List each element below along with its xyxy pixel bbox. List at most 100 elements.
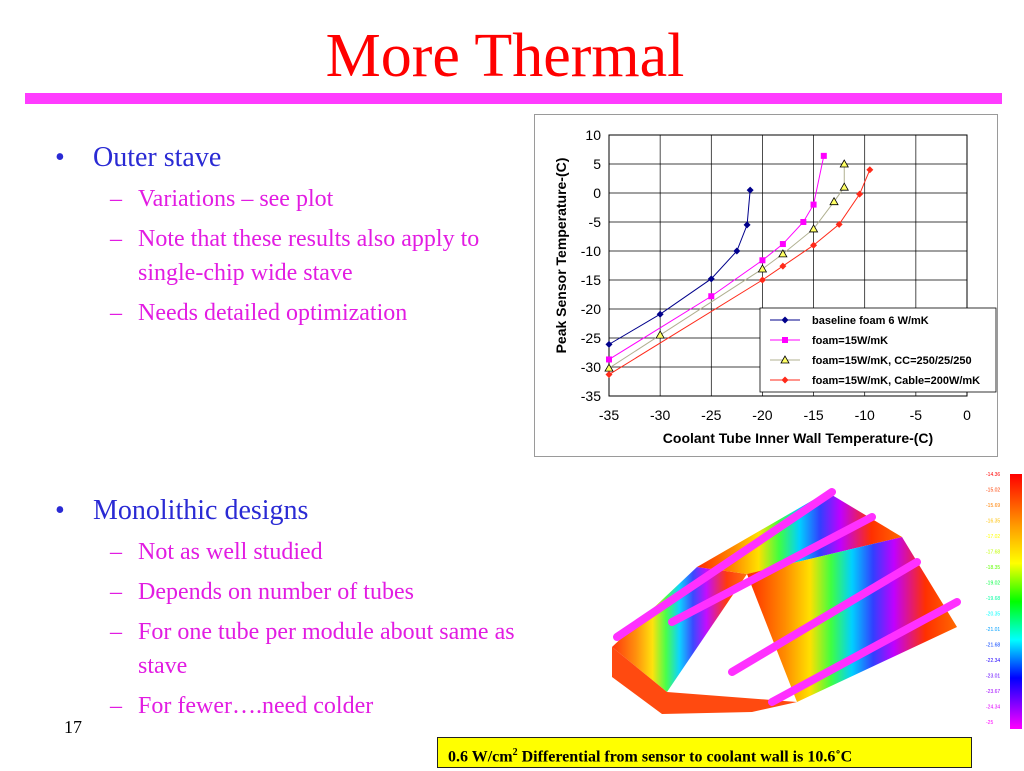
sub-bullet-optimization: – Needs detailed optimization (55, 296, 525, 330)
x-tick-label: -25 (701, 407, 721, 423)
colorbar-tick-label: -21.68 (986, 643, 1000, 649)
data-point-0 (743, 221, 751, 229)
slide-title: More Thermal (325, 22, 685, 90)
bullet-outer-stave: • Outer stave (55, 140, 525, 176)
x-tick-label: -5 (910, 407, 923, 423)
bullet-monolithic: • Monolithic designs (55, 493, 525, 529)
colorbar-tick-label: -19.02 (986, 581, 1000, 587)
legend-entry: baseline foam 6 W/mK (812, 315, 929, 327)
x-tick-label: -15 (803, 407, 823, 423)
slide-number: 17 (64, 717, 82, 737)
sub-bullet-fewer: – For fewer….need colder (55, 689, 525, 723)
thermal-colorbar (1010, 474, 1022, 729)
data-point-1 (708, 293, 715, 300)
bullet-text: Monolithic designs (93, 495, 309, 526)
data-point-3 (856, 190, 864, 198)
data-point-1 (779, 241, 786, 248)
data-point-2 (655, 330, 665, 339)
sub-bullet-text: Needs detailed optimization (138, 300, 408, 326)
colorbar-tick-label: -17.02 (986, 534, 1000, 540)
data-point-3 (866, 166, 874, 174)
y-tick-label: -20 (581, 301, 601, 317)
legend-swatch-marker (781, 376, 789, 384)
thermal-simulation-image: -14.36 -15.02 -15.69 -16.35 -17.02 -17.68 -18.… (572, 462, 1024, 744)
caption-superscript: 2 (512, 747, 518, 758)
colorbar-labels: -14.36 -15.02 -15.69 -16.35 -17.02 -17.68 -18.… (986, 472, 1000, 726)
sub-bullet-text: Note that these results also apply to si… (138, 226, 480, 286)
data-point-2 (808, 224, 819, 233)
y-tick-label: -10 (581, 243, 601, 259)
colorbar-tick-label: -25 (986, 720, 993, 726)
dash-marker: – (110, 579, 122, 605)
dash-marker: – (110, 619, 122, 645)
thermal-top-panel (697, 492, 902, 574)
colorbar-tick-label: -23.67 (986, 689, 1000, 695)
x-tick-label: 0 (963, 407, 971, 423)
sub-bullet-text: For one tube per module about same as st… (138, 619, 515, 679)
legend-swatch-marker (782, 337, 788, 343)
data-point-3 (758, 276, 766, 284)
data-point-2 (757, 264, 768, 273)
caption-box: 0.6 W/cm2 Differential from sensor to co… (437, 737, 972, 768)
y-tick-label: 10 (585, 127, 601, 143)
cooling-tube (613, 488, 836, 641)
y-tick-label: -35 (581, 388, 601, 404)
sub-bullet-text: Depends on number of tubes (138, 579, 414, 605)
colorbar-tick-label: -15.69 (986, 503, 1000, 509)
y-axis-label: Peak Sensor Temperature-(C) (553, 158, 569, 354)
dash-marker: – (110, 300, 122, 326)
sub-bullet-tubes: – Depends on number of tubes (55, 575, 525, 609)
x-tick-label: -20 (752, 407, 772, 423)
data-point-1 (759, 257, 766, 264)
title-underline-bar (25, 93, 1002, 104)
data-point-0 (733, 247, 741, 255)
data-point-1 (820, 152, 827, 159)
colorbar-tick-label: -14.36 (986, 472, 1000, 478)
caption-power-value: 0.6 W/cm (448, 748, 513, 766)
x-axis-label: Coolant Tube Inner Wall Temperature-(C) (663, 430, 933, 446)
colorbar-tick-label: -19.68 (986, 596, 1000, 602)
y-tick-label: -30 (581, 359, 601, 375)
bullet-marker: • (55, 495, 65, 526)
colorbar-tick-label: -20.35 (986, 612, 1000, 618)
thermal-right-panel (747, 537, 957, 702)
legend-box (759, 307, 997, 393)
data-point-0 (656, 310, 664, 318)
x-tick-label: -10 (855, 407, 875, 423)
data-point-3 (835, 220, 843, 228)
data-point-3 (605, 371, 613, 379)
data-point-0 (746, 186, 754, 194)
dash-marker: – (110, 693, 122, 719)
data-point-3 (779, 262, 787, 270)
x-tick-label: -30 (650, 407, 670, 423)
legend-entry: foam=15W/mK, CC=250/25/250 (812, 355, 972, 367)
bullet-text: Outer stave (93, 142, 222, 173)
colorbar-tick-label: -22.34 (986, 658, 1000, 664)
cooling-tube (768, 598, 961, 706)
sub-bullet-text: For fewer….need colder (138, 693, 374, 719)
data-point-1 (800, 219, 807, 225)
temperature-chart: -35 -30 -25 -20 -15 -10 -5 0 10 5 0 -5 -10 -15 -20 -25 -… (534, 114, 998, 457)
x-tick-label: -35 (599, 407, 619, 423)
legend-swatch-marker (781, 316, 789, 324)
legend-entry: foam=15W/mK, Cable=200W/mK (812, 375, 980, 387)
sub-bullet-one-tube: – For one tube per module about same as … (55, 615, 525, 683)
y-tick-label: -25 (581, 330, 601, 346)
y-tick-label: 0 (593, 185, 601, 201)
y-tick-label: -15 (581, 272, 601, 288)
data-point-0 (605, 340, 613, 348)
data-point-2 (829, 196, 839, 206)
y-tick-label: 5 (593, 156, 601, 172)
data-point-1 (810, 201, 817, 208)
sub-bullet-note: – Note that these results also apply to … (55, 222, 525, 290)
data-point-3 (810, 241, 818, 249)
colorbar-tick-label: -24.34 (986, 705, 1000, 711)
colorbar-tick-label: -17.68 (986, 550, 1000, 556)
data-point-2 (778, 249, 788, 258)
data-point-2 (839, 159, 849, 168)
sub-bullet-text: Variations – see plot (138, 186, 334, 212)
dash-marker: – (110, 186, 122, 212)
thermal-front-face (612, 647, 797, 714)
colorbar-tick-label: -21.01 (986, 627, 1000, 633)
colorbar-tick-label: -16.35 (986, 519, 1000, 525)
